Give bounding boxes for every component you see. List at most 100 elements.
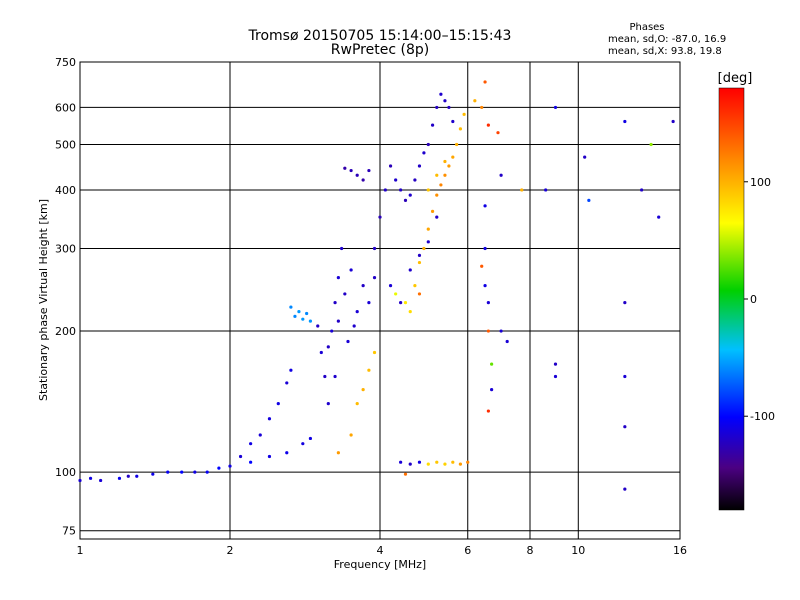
data-point	[430, 209, 435, 213]
data-point	[361, 284, 365, 288]
data-point	[336, 276, 340, 280]
x-tick-label: 8	[527, 544, 534, 557]
y-tick-label: 300	[55, 243, 76, 256]
data-point	[426, 188, 430, 192]
data-point	[426, 227, 430, 231]
data-point	[544, 188, 548, 192]
colorbar-tick-label: 0	[750, 293, 757, 306]
data-point	[289, 305, 293, 309]
data-point	[520, 188, 524, 192]
data-point	[417, 253, 422, 258]
data-point	[361, 388, 365, 392]
data-point	[426, 462, 430, 466]
data-point	[623, 119, 627, 124]
data-point	[326, 402, 330, 406]
data-point	[403, 198, 408, 202]
data-point	[399, 188, 403, 192]
data-point	[466, 460, 470, 464]
colorbar-tick-label: -100	[750, 410, 775, 423]
data-point	[451, 155, 455, 159]
data-point	[499, 173, 503, 177]
data-point	[623, 487, 627, 491]
data-points	[78, 80, 675, 491]
data-point	[349, 168, 353, 173]
data-point	[276, 402, 280, 406]
data-point	[285, 381, 289, 385]
data-point	[490, 362, 494, 366]
x-axis-label: Frequency [MHz]	[334, 558, 426, 571]
data-point	[388, 164, 393, 168]
data-point	[316, 324, 320, 328]
data-point	[408, 462, 412, 466]
data-point	[486, 123, 490, 127]
data-point	[326, 345, 330, 349]
data-point	[399, 460, 403, 464]
data-point	[623, 300, 627, 305]
data-point	[78, 478, 82, 483]
data-point	[447, 105, 451, 110]
y-tick-label: 600	[55, 101, 76, 114]
data-point	[408, 310, 412, 314]
data-point	[443, 173, 447, 177]
data-point	[388, 284, 393, 288]
y-tick-label: 75	[62, 525, 76, 538]
data-point	[413, 178, 417, 182]
data-point	[486, 409, 490, 413]
data-point	[426, 240, 430, 244]
data-point	[135, 474, 139, 478]
data-point	[352, 324, 356, 328]
data-point	[640, 188, 644, 192]
data-point	[126, 474, 130, 478]
data-point	[394, 292, 398, 296]
data-point	[422, 246, 426, 251]
x-tick-label: 1	[77, 544, 84, 557]
x-tick-label: 6	[464, 544, 471, 557]
data-point	[439, 92, 443, 96]
data-point	[657, 215, 661, 219]
y-axis-ticks: 75 100 200 300 400 500 600 750	[55, 56, 76, 538]
colorbar: [deg] 100 0 -100	[718, 71, 775, 511]
data-point	[455, 142, 459, 147]
data-point	[336, 451, 340, 455]
data-point	[473, 99, 477, 103]
data-point	[361, 178, 365, 182]
data-point	[483, 246, 487, 251]
data-point	[417, 292, 422, 296]
data-point	[553, 362, 558, 366]
data-point	[408, 193, 412, 197]
data-point	[458, 127, 463, 131]
data-point	[249, 460, 253, 464]
data-point	[483, 80, 487, 84]
data-point	[372, 276, 377, 280]
data-point	[349, 268, 353, 272]
data-point	[499, 329, 503, 333]
data-point	[430, 123, 435, 127]
data-point	[99, 478, 103, 483]
data-point	[151, 472, 155, 476]
data-point	[180, 470, 184, 474]
data-point	[435, 193, 439, 197]
grid-lines	[80, 62, 680, 539]
data-point	[308, 436, 313, 441]
data-point	[367, 300, 371, 305]
data-point	[623, 425, 627, 429]
data-point	[355, 310, 359, 314]
data-point	[333, 300, 337, 305]
x-tick-label: 10	[571, 544, 585, 557]
data-point	[308, 319, 313, 323]
y-tick-label: 400	[55, 184, 76, 197]
data-point	[305, 311, 309, 316]
data-point	[486, 329, 490, 333]
data-point	[480, 264, 484, 268]
data-point	[285, 451, 289, 455]
data-point	[439, 183, 443, 187]
colorbar-tick-label: 100	[750, 176, 771, 189]
data-point	[343, 166, 347, 170]
data-point	[343, 292, 347, 296]
data-point	[480, 105, 484, 110]
data-point	[458, 462, 463, 466]
data-point	[435, 105, 439, 110]
data-point	[413, 284, 417, 288]
data-point	[462, 112, 466, 116]
